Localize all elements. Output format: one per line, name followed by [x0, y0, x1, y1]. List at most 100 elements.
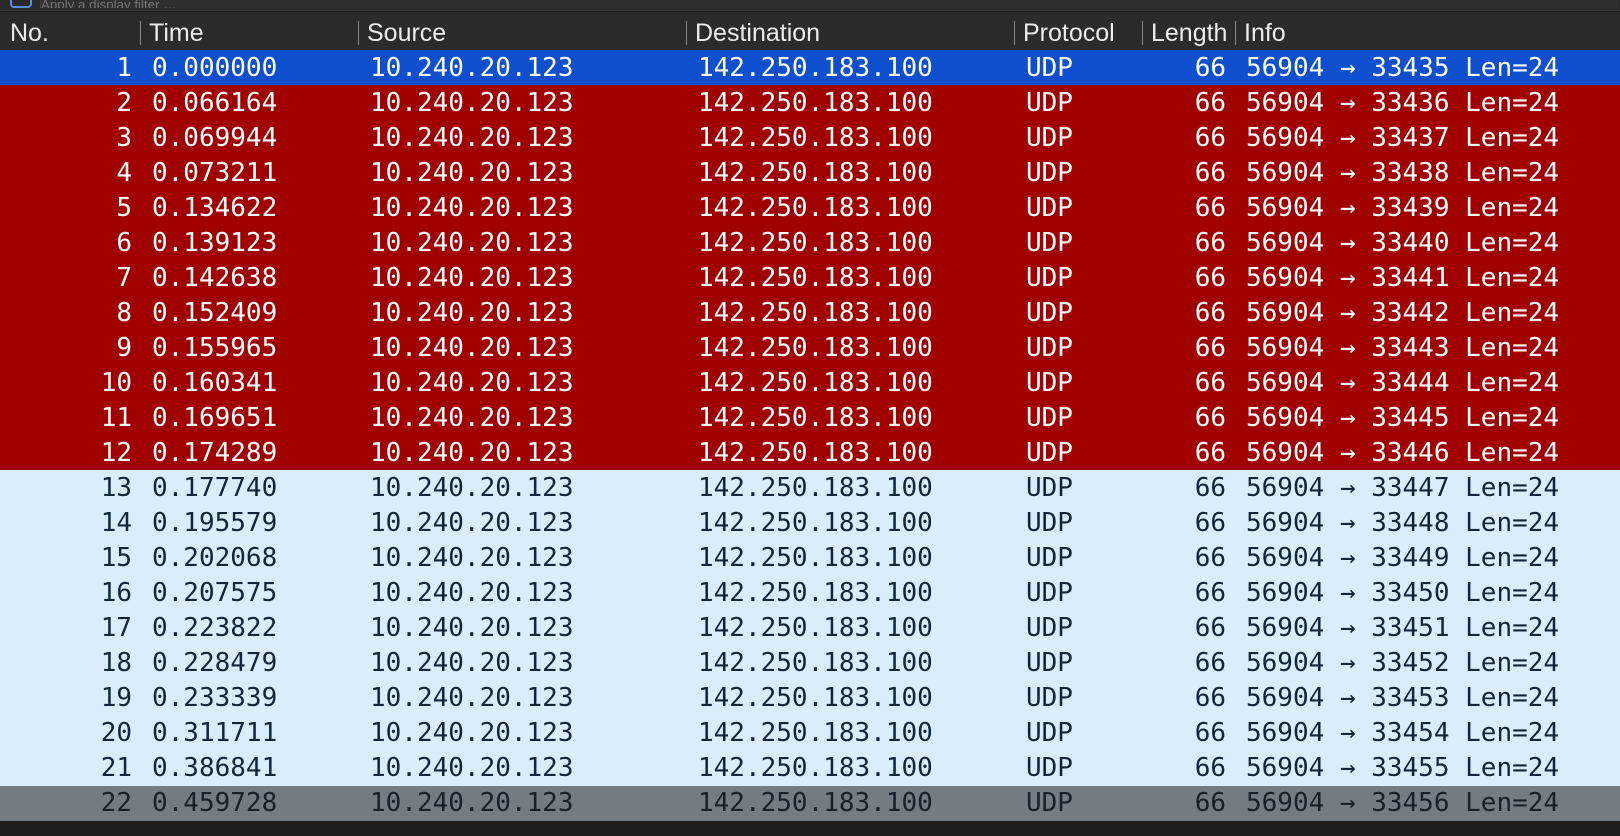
column-header-no[interactable]: No. — [0, 12, 140, 50]
packet-source: 10.240.20.123 — [370, 193, 574, 223]
packet-length: 66 — [1194, 158, 1226, 188]
packet-info: 56904 → 33456 Len=24 — [1246, 788, 1560, 818]
packet-number: 3 — [116, 123, 132, 153]
packet-info: 56904 → 33450 Len=24 — [1246, 578, 1560, 608]
packet-time: 0.073211 — [152, 158, 278, 188]
table-row[interactable]: 14 0.195579 10.240.20.123 142.250.183.100 UD… — [0, 505, 1620, 541]
packet-number: 22 — [100, 788, 132, 818]
packet-source: 10.240.20.123 — [370, 123, 574, 153]
packet-source: 10.240.20.123 — [370, 228, 574, 258]
packet-number: 18 — [100, 648, 132, 678]
packet-destination: 142.250.183.100 — [698, 718, 933, 748]
packet-destination: 142.250.183.100 — [698, 53, 933, 83]
packet-protocol: UDP — [1026, 403, 1073, 433]
table-row[interactable]: 4 0.073211 10.240.20.123 142.250.183.100 UDP… — [0, 155, 1620, 191]
packet-length: 66 — [1194, 368, 1226, 398]
packet-protocol: UDP — [1026, 508, 1073, 538]
packet-protocol: UDP — [1026, 543, 1073, 573]
packet-protocol: UDP — [1026, 53, 1073, 83]
column-header-time[interactable]: Time — [140, 12, 358, 50]
packet-destination: 142.250.183.100 — [698, 543, 933, 573]
table-row[interactable]: 17 0.223822 10.240.20.123 142.250.183.100 UD… — [0, 610, 1620, 646]
column-header-info[interactable]: Info — [1235, 12, 1620, 50]
packet-info: 56904 → 33438 Len=24 — [1246, 158, 1560, 188]
table-row[interactable]: 21 0.386841 10.240.20.123 142.250.183.100 UD… — [0, 750, 1620, 786]
column-header-length[interactable]: Length — [1142, 12, 1235, 50]
packet-source: 10.240.20.123 — [370, 683, 574, 713]
packet-protocol: UDP — [1026, 683, 1073, 713]
packet-destination: 142.250.183.100 — [698, 788, 933, 818]
table-row[interactable]: 9 0.155965 10.240.20.123 142.250.183.100 UDP… — [0, 330, 1620, 366]
packet-source: 10.240.20.123 — [370, 508, 574, 538]
table-row[interactable]: 6 0.139123 10.240.20.123 142.250.183.100 UDP… — [0, 225, 1620, 261]
table-row[interactable]: 20 0.311711 10.240.20.123 142.250.183.100 UD… — [0, 715, 1620, 751]
table-row[interactable]: 7 0.142638 10.240.20.123 142.250.183.100 UDP… — [0, 260, 1620, 296]
table-row[interactable]: 11 0.169651 10.240.20.123 142.250.183.100 UD… — [0, 400, 1620, 436]
table-row[interactable]: 13 0.177740 10.240.20.123 142.250.183.100 UD… — [0, 470, 1620, 506]
table-row[interactable]: 15 0.202068 10.240.20.123 142.250.183.100 UD… — [0, 540, 1620, 576]
packet-protocol: UDP — [1026, 648, 1073, 678]
table-row[interactable]: 19 0.233339 10.240.20.123 142.250.183.100 UD… — [0, 680, 1620, 716]
packet-time: 0.207575 — [152, 578, 278, 608]
table-row[interactable]: 8 0.152409 10.240.20.123 142.250.183.100 UDP… — [0, 295, 1620, 331]
packet-protocol: UDP — [1026, 718, 1073, 748]
packet-length: 66 — [1194, 193, 1226, 223]
packet-time: 0.000000 — [152, 53, 278, 83]
packet-number: 2 — [116, 88, 132, 118]
packet-destination: 142.250.183.100 — [698, 508, 933, 538]
packet-number: 1 — [116, 53, 132, 83]
packet-protocol: UDP — [1026, 788, 1073, 818]
packet-info: 56904 → 33445 Len=24 — [1246, 403, 1560, 433]
table-row[interactable]: 2 0.066164 10.240.20.123 142.250.183.100 UDP… — [0, 85, 1620, 121]
packet-info: 56904 → 33440 Len=24 — [1246, 228, 1560, 258]
packet-time: 0.139123 — [152, 228, 278, 258]
packet-length: 66 — [1194, 473, 1226, 503]
packet-destination: 142.250.183.100 — [698, 648, 933, 678]
packet-time: 0.386841 — [152, 753, 278, 783]
packet-destination: 142.250.183.100 — [698, 158, 933, 188]
packet-length: 66 — [1194, 578, 1226, 608]
packet-source: 10.240.20.123 — [370, 298, 574, 328]
table-row[interactable]: 10 0.160341 10.240.20.123 142.250.183.100 UD… — [0, 365, 1620, 401]
packet-length: 66 — [1194, 53, 1226, 83]
packet-destination: 142.250.183.100 — [698, 438, 933, 468]
column-header-source[interactable]: Source — [358, 12, 686, 50]
packet-number: 5 — [116, 193, 132, 223]
packet-destination: 142.250.183.100 — [698, 298, 933, 328]
column-header-protocol[interactable]: Protocol — [1014, 12, 1142, 50]
packet-time: 0.134622 — [152, 193, 278, 223]
packet-source: 10.240.20.123 — [370, 88, 574, 118]
packet-info: 56904 → 33453 Len=24 — [1246, 683, 1560, 713]
packet-number: 8 — [116, 298, 132, 328]
packet-protocol: UDP — [1026, 263, 1073, 293]
table-row[interactable]: 22 0.459728 10.240.20.123 142.250.183.100 UD… — [0, 785, 1620, 821]
column-header-source-label: Source — [367, 19, 447, 47]
packet-protocol: UDP — [1026, 753, 1073, 783]
column-header-destination[interactable]: Destination — [686, 12, 1014, 50]
packet-protocol: UDP — [1026, 158, 1073, 188]
packet-info: 56904 → 33439 Len=24 — [1246, 193, 1560, 223]
packet-time: 0.223822 — [152, 613, 278, 643]
table-row[interactable]: 5 0.134622 10.240.20.123 142.250.183.100 UDP… — [0, 190, 1620, 226]
packet-length: 66 — [1194, 298, 1226, 328]
packet-length: 66 — [1194, 543, 1226, 573]
packet-source: 10.240.20.123 — [370, 543, 574, 573]
table-row[interactable]: 18 0.228479 10.240.20.123 142.250.183.100 UD… — [0, 645, 1620, 681]
packet-info: 56904 → 33455 Len=24 — [1246, 753, 1560, 783]
bookmark-filter-icon[interactable] — [10, 0, 32, 8]
packet-time: 0.174289 — [152, 438, 278, 468]
packet-info: 56904 → 33452 Len=24 — [1246, 648, 1560, 678]
table-row[interactable]: 12 0.174289 10.240.20.123 142.250.183.100 UD… — [0, 435, 1620, 471]
packet-source: 10.240.20.123 — [370, 333, 574, 363]
packet-info: 56904 → 33435 Len=24 — [1246, 53, 1560, 83]
packet-time: 0.202068 — [152, 543, 278, 573]
packet-source: 10.240.20.123 — [370, 53, 574, 83]
packet-time: 0.169651 — [152, 403, 278, 433]
table-row[interactable]: 16 0.207575 10.240.20.123 142.250.183.100 UD… — [0, 575, 1620, 611]
column-header-info-label: Info — [1244, 19, 1286, 47]
table-row[interactable]: 3 0.069944 10.240.20.123 142.250.183.100 UDP… — [0, 120, 1620, 156]
table-row[interactable]: 1 0.000000 10.240.20.123 142.250.183.100 UDP… — [0, 50, 1620, 86]
packet-destination: 142.250.183.100 — [698, 613, 933, 643]
display-filter-input[interactable] — [40, 0, 1619, 8]
packet-number: 14 — [100, 508, 132, 538]
